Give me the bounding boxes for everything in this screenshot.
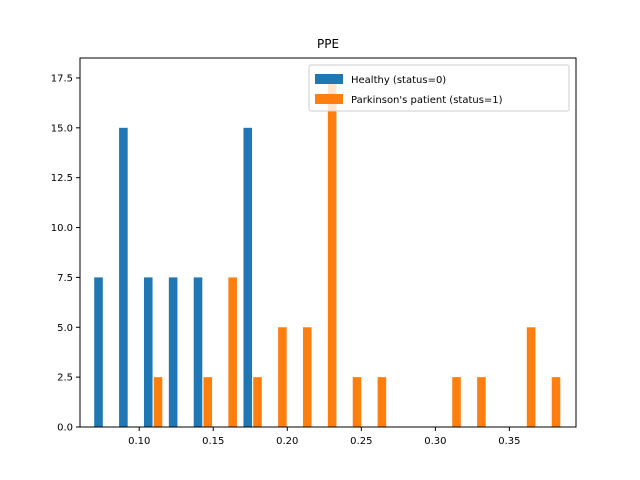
x-tick-label: 0.25 <box>350 436 372 447</box>
legend-swatch-1 <box>315 94 343 104</box>
x-tick-label: 0.15 <box>202 436 224 447</box>
chart-title: PPE <box>317 37 339 51</box>
bar-series1-0 <box>153 377 163 427</box>
bar-series1-10 <box>477 377 486 427</box>
plot-frame <box>79 57 577 428</box>
bar-series0-0 <box>94 277 103 427</box>
legend: Healthy (status=0) Parkinson's patient (s… <box>308 64 570 112</box>
y-tick-label: 12.5 <box>51 173 73 184</box>
legend-box <box>308 64 570 112</box>
legend-swatch-0 <box>315 74 343 84</box>
bar-series1-5 <box>302 327 312 427</box>
bar-series1-6 <box>327 75 337 427</box>
x-axis-ticks: 0.10 0.15 0.20 0.25 0.30 0.35 <box>128 427 521 447</box>
bar-series1-7 <box>352 377 362 427</box>
x-tick-label: 0.20 <box>276 436 298 447</box>
legend-label-0: Healthy (status=0) <box>351 75 446 86</box>
y-tick-label: 15.0 <box>51 123 73 134</box>
legend-label-1: Parkinson's patient (status=1) <box>351 95 503 106</box>
bar-series0-5 <box>243 127 253 427</box>
bar-series1-2 <box>228 277 237 427</box>
bar-series1-4 <box>278 327 287 427</box>
x-tick-label: 0.35 <box>498 436 520 447</box>
bars-group <box>94 75 561 427</box>
bar-series1-3 <box>253 377 262 427</box>
bar-series1-9 <box>452 377 461 427</box>
y-tick-label: 17.5 <box>51 73 73 84</box>
y-tick-label: 10.0 <box>51 223 73 234</box>
x-tick-label: 0.30 <box>424 436 446 447</box>
bar-series1-12 <box>551 377 561 427</box>
bar-series0-4 <box>193 277 203 427</box>
bar-series1-11 <box>526 327 536 427</box>
bar-series0-3 <box>168 277 178 427</box>
y-tick-label: 7.5 <box>57 273 73 284</box>
y-tick-label: 0.0 <box>57 423 73 434</box>
x-tick-label: 0.10 <box>128 436 150 447</box>
bar-series0-2 <box>143 277 153 427</box>
bar-series1-1 <box>203 377 213 427</box>
y-tick-label: 5.0 <box>57 323 73 334</box>
bar-series0-1 <box>119 127 128 427</box>
y-axis-ticks: 0.0 2.5 5.0 7.5 10.0 12.5 15.0 17.5 <box>51 73 80 434</box>
y-tick-label: 2.5 <box>57 373 73 384</box>
bar-series1-8 <box>377 377 387 427</box>
